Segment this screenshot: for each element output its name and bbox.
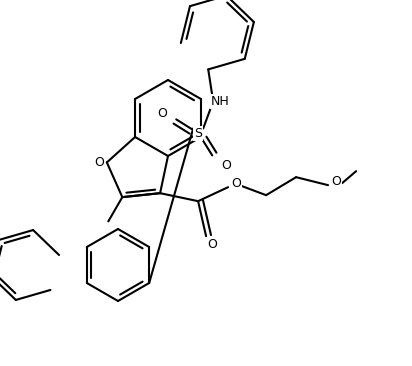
- Text: O: O: [94, 156, 104, 169]
- Text: O: O: [157, 107, 167, 120]
- Text: O: O: [207, 238, 217, 251]
- Text: S: S: [194, 127, 202, 140]
- Text: O: O: [331, 175, 341, 188]
- Text: O: O: [231, 177, 241, 190]
- Text: NH: NH: [211, 95, 229, 108]
- Text: O: O: [221, 159, 231, 172]
